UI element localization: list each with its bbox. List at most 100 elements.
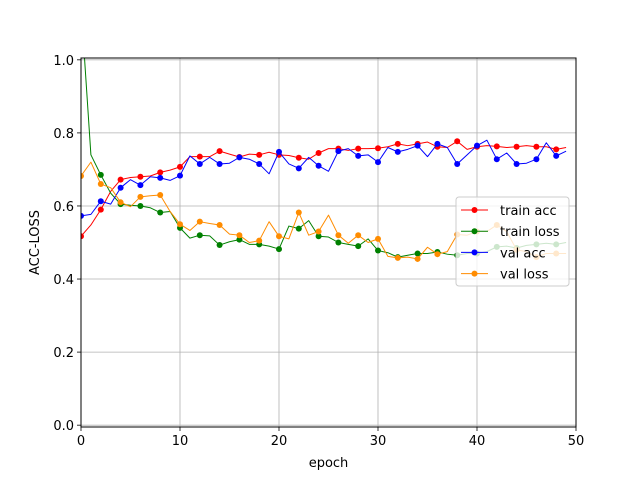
val-loss-point (256, 237, 263, 244)
train-acc-point (216, 148, 223, 155)
x-tick-label: 30 (370, 434, 387, 449)
val-acc-point (315, 162, 322, 169)
val-loss-point (355, 232, 362, 239)
val-acc-point (117, 184, 124, 191)
train-loss-point (236, 236, 243, 243)
train-loss-point (355, 243, 362, 250)
y-tick-label: 1.0 (53, 54, 74, 69)
train-acc-point (157, 169, 164, 176)
train-loss-point (196, 232, 203, 239)
val-loss-point (137, 193, 144, 200)
val-loss-point (117, 199, 124, 206)
val-acc-point (276, 148, 282, 155)
legend-label: train loss (500, 225, 560, 240)
val-acc-point (256, 160, 263, 167)
val-acc-point (236, 154, 243, 161)
legend: train acc train loss val acc val loss (455, 196, 570, 287)
train-acc-point (177, 163, 183, 170)
train-loss-point (414, 250, 421, 257)
val-loss-point (434, 251, 441, 258)
val-loss-point (97, 181, 104, 188)
legend-frame (455, 196, 570, 287)
train-acc-point (137, 173, 144, 180)
train-loss-point (137, 202, 144, 209)
train-loss-point (335, 239, 342, 246)
train-loss-point (276, 246, 282, 253)
y-tick-label: 0.2 (53, 346, 74, 361)
plot-frame (80, 57, 577, 428)
val-acc-point (157, 174, 164, 181)
train-acc-point (513, 143, 520, 150)
x-tick-label: 0 (77, 434, 85, 449)
val-acc-point (394, 148, 401, 155)
train-acc-point (493, 143, 500, 150)
x-tick-label: 40 (469, 434, 486, 449)
train-loss-point (216, 242, 223, 249)
legend-item-val-acc: val acc (461, 246, 546, 261)
legend-item-train-acc: train acc (461, 204, 557, 219)
val-acc-point (553, 152, 560, 159)
val-acc-point (295, 165, 302, 172)
x-tick-label: 10 (172, 434, 189, 449)
y-axis-ticks: 0.0 0.2 0.4 0.6 0.8 1.0 (53, 54, 81, 434)
val-loss-point (81, 173, 84, 180)
x-tick-label: 50 (568, 434, 585, 449)
legend-label: val loss (500, 268, 549, 283)
train-acc-point (256, 151, 263, 158)
val-acc-point (493, 156, 500, 163)
x-tick-label: 20 (271, 434, 288, 449)
x-axis-label: epoch (309, 456, 349, 471)
train-acc-point (454, 138, 461, 145)
y-axis-label: ACC-LOSS (28, 210, 43, 275)
train-loss-point (375, 247, 381, 254)
train-acc-point (553, 146, 560, 153)
val-loss-point (157, 192, 164, 199)
val-loss-point (394, 254, 401, 261)
y-tick-label: 0.0 (53, 419, 74, 434)
val-acc-point (474, 142, 480, 149)
train-loss-point (295, 225, 302, 232)
legend-swatch-marker (471, 228, 478, 235)
val-acc-point (513, 160, 520, 167)
val-loss-point (196, 218, 203, 225)
train-acc-point (315, 149, 322, 156)
val-acc-point (454, 160, 461, 167)
train-acc-point (355, 145, 362, 152)
x-axis-ticks: 0 10 20 30 40 50 (77, 427, 584, 449)
val-loss-point (236, 232, 243, 239)
legend-label: train acc (500, 204, 557, 219)
legend-item-val-loss: val loss (461, 268, 549, 283)
val-acc-point (355, 152, 362, 159)
train-acc-point (97, 206, 104, 213)
val-loss-point (276, 233, 282, 240)
train-acc-point (375, 145, 381, 152)
val-acc-point (335, 148, 342, 155)
val-loss-point (315, 228, 322, 235)
legend-label: val acc (500, 246, 546, 261)
val-loss-point (335, 232, 342, 239)
legend-swatch-marker (471, 207, 478, 213)
val-loss-point (177, 221, 183, 228)
val-acc-point (81, 212, 84, 219)
val-acc-point (216, 160, 223, 167)
legend-swatch-marker (471, 249, 478, 256)
val-acc-point (137, 182, 144, 189)
val-acc-point (414, 142, 421, 149)
train-acc-point (394, 140, 401, 147)
val-acc-point (177, 172, 183, 179)
train-acc-point (81, 233, 84, 240)
y-tick-label: 0.8 (53, 127, 74, 142)
train-acc-point (295, 154, 302, 161)
val-acc-point (533, 156, 540, 163)
val-loss-point (414, 255, 421, 262)
train-acc-point (117, 176, 124, 183)
series-train-acc (81, 138, 567, 240)
val-acc-point (375, 159, 381, 166)
series-val-acc (81, 139, 567, 219)
val-acc-point (434, 140, 441, 147)
train-acc-point (196, 153, 203, 160)
val-loss-point (375, 235, 381, 242)
val-loss-point (216, 221, 223, 228)
train-loss-point (315, 233, 322, 240)
